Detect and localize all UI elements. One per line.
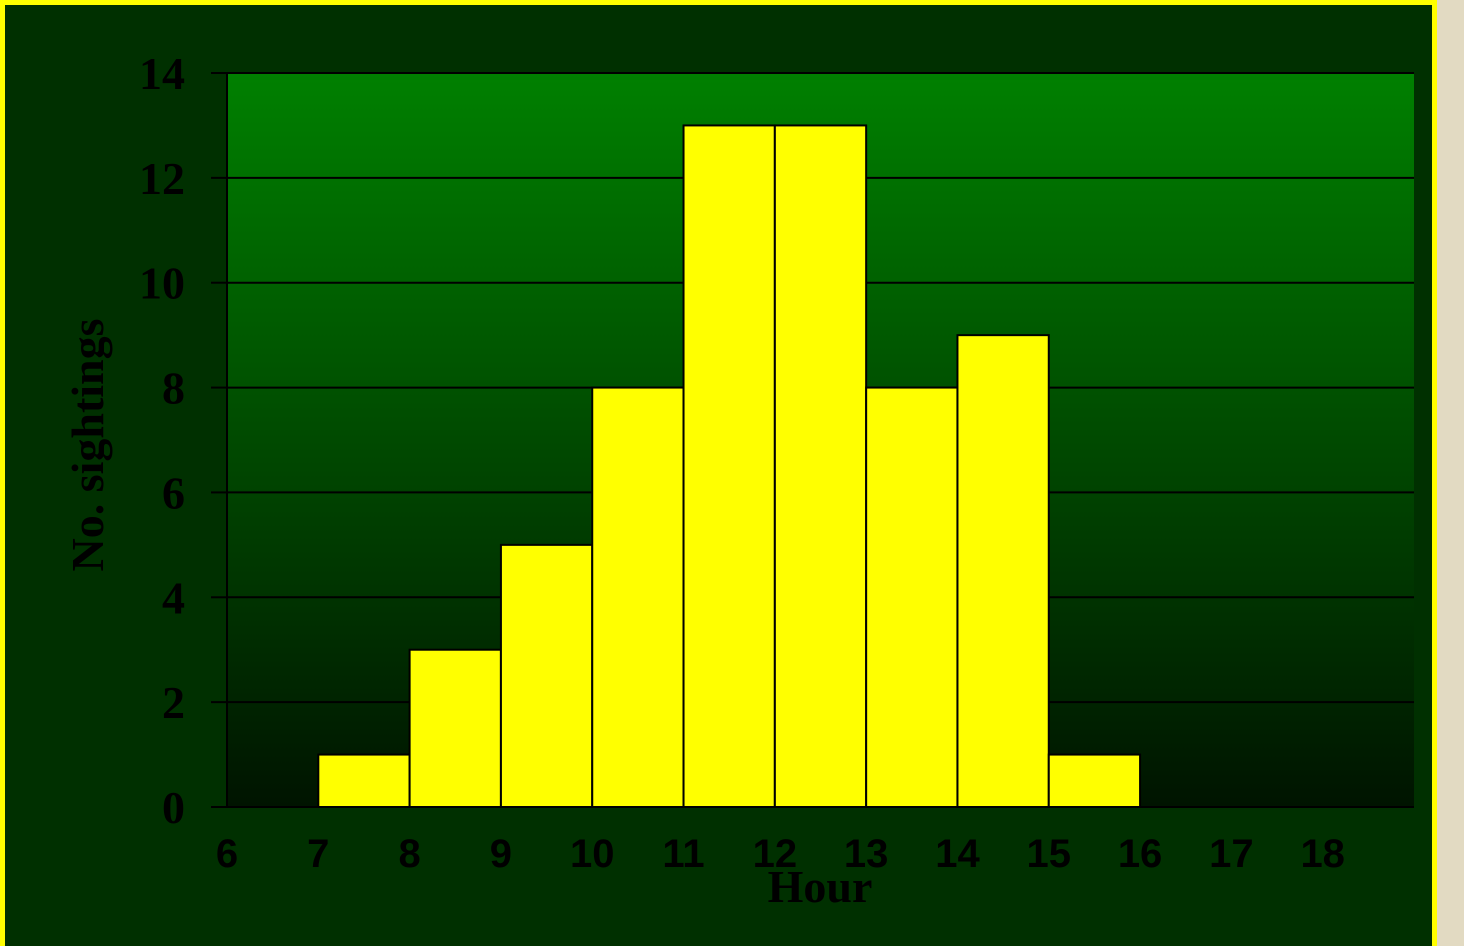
bar-hour-11 [682, 124, 776, 808]
y-axis-title: No. sightings [62, 318, 113, 571]
x-tick-label: 7 [307, 832, 329, 876]
x-tick-label: 18 [1300, 832, 1345, 876]
bar-hour-12 [773, 124, 868, 808]
bar-hour-9 [499, 543, 594, 808]
x-axis: 6 7 8 9 10 11 12 13 14 15 16 17 18 [216, 806, 1414, 876]
bar-hour-8 [408, 648, 502, 809]
bar-hour-14 [956, 334, 1050, 808]
y-tick-label: 8 [162, 363, 185, 414]
x-tick-label: 12 [753, 832, 798, 876]
histogram-chart: 0 2 4 6 8 10 12 14 6 7 8 9 10 11 12 13 14 15 16 17 18 No. s… [62, 48, 1414, 912]
y-tick-label: 0 [162, 782, 185, 833]
y-tick-label: 4 [162, 572, 185, 623]
x-axis-title: Hour [768, 861, 873, 912]
x-tick-label: 15 [1027, 832, 1072, 876]
x-tick-label: 16 [1118, 832, 1163, 876]
y-axis: 0 2 4 6 8 10 12 14 [139, 48, 228, 833]
bar-hour-10 [591, 386, 685, 808]
y-tick-label: 2 [162, 677, 185, 728]
x-tick-label: 9 [490, 832, 512, 876]
y-tick-label: 12 [139, 153, 185, 204]
bar-hour-13 [865, 386, 959, 808]
y-tick-label: 14 [139, 48, 185, 99]
bar-hour-15 [1047, 753, 1142, 808]
x-tick-label: 10 [570, 832, 615, 876]
x-tick-label: 11 [662, 832, 704, 876]
bar-hour-7 [317, 753, 411, 808]
y-tick-label: 6 [162, 467, 185, 518]
x-tick-label: 8 [398, 832, 420, 876]
x-tick-label: 14 [935, 832, 980, 876]
x-tick-label: 17 [1209, 832, 1254, 876]
x-tick-label: 6 [216, 832, 238, 876]
y-tick-label: 10 [139, 258, 185, 309]
x-tick-label: 13 [844, 832, 889, 876]
